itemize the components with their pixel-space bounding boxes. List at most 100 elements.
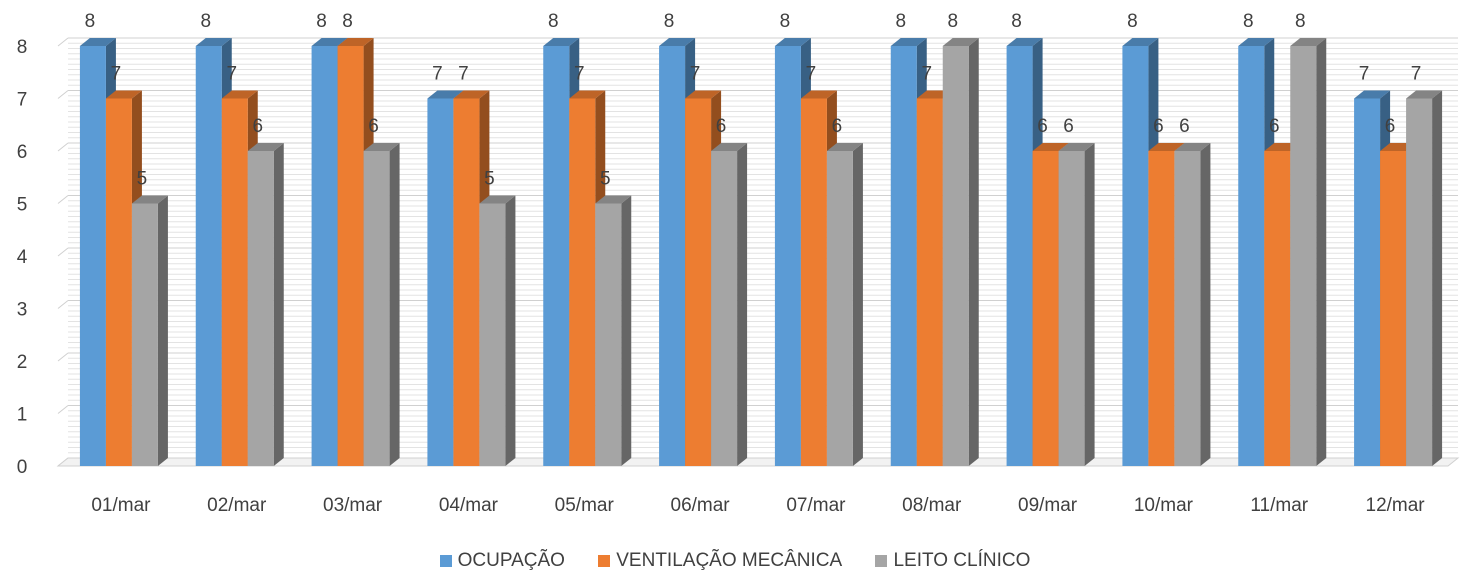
y-tick-label: 6 [17, 142, 28, 163]
bar [543, 46, 570, 466]
bar-side [1432, 90, 1443, 466]
legend-item-ventilacao: VENTILAÇÃO MECÂNICA [598, 550, 842, 572]
x-tick-label: 11/mar [1250, 495, 1308, 516]
data-label: 7 [1411, 64, 1422, 85]
bar-side [505, 195, 516, 466]
bar [363, 151, 390, 466]
data-label: 6 [1269, 116, 1280, 137]
bar [79, 46, 106, 466]
bar [942, 46, 969, 466]
bar-top [195, 38, 232, 46]
bar [1380, 151, 1407, 466]
data-label: 8 [200, 11, 211, 32]
data-label: 6 [368, 116, 379, 137]
bar-top [659, 38, 696, 46]
y-tick-label: 5 [17, 195, 28, 216]
bar-side [157, 195, 168, 466]
bar-top [1238, 38, 1275, 46]
data-label: 7 [921, 64, 932, 85]
data-label: 8 [1295, 11, 1306, 32]
data-label: 8 [895, 11, 906, 32]
data-label: 6 [1063, 116, 1074, 137]
bar [1148, 151, 1175, 466]
bar [195, 46, 222, 466]
y-tick-label: 3 [17, 300, 28, 321]
data-label: 7 [806, 64, 817, 85]
gridline-depth [57, 195, 69, 204]
bar-top [1406, 90, 1443, 99]
x-tick-label: 07/mar [786, 495, 846, 516]
bar-top [105, 90, 142, 99]
bar-top [479, 195, 516, 204]
bar-top [543, 38, 580, 46]
gridline-depth [57, 90, 69, 99]
bar-top [363, 143, 400, 151]
data-label: 7 [226, 64, 237, 85]
gridline-depth [57, 247, 69, 257]
data-label: 7 [690, 64, 701, 85]
bar-top [685, 90, 722, 99]
legend-item-ocupacao: OCUPAÇÃO [439, 550, 565, 572]
gridline-depth [57, 142, 69, 152]
x-tick-label: 01/mar [91, 495, 151, 516]
bar [453, 98, 480, 466]
data-label: 5 [137, 169, 148, 190]
bar-side [621, 195, 632, 466]
gridline-depth [57, 300, 69, 309]
bar [1264, 151, 1291, 466]
bar-top [890, 38, 927, 46]
y-tick-label: 4 [17, 247, 28, 268]
data-label: 8 [1243, 11, 1254, 32]
bar [1122, 46, 1149, 466]
gridline-depth [57, 405, 69, 414]
bar [1032, 151, 1059, 466]
bar-side [1084, 143, 1095, 466]
bar-top [1148, 143, 1185, 151]
gridline-depth [57, 352, 69, 362]
legend-swatch-ocupacao [439, 555, 452, 567]
legend-item-leito: LEITO CLÍNICO [875, 550, 1030, 572]
bar [711, 151, 738, 466]
x-tick-label: 06/mar [671, 495, 731, 516]
data-label: 6 [716, 116, 727, 137]
data-label: 7 [574, 64, 585, 85]
data-label: 8 [548, 11, 559, 32]
x-tick-label: 03/mar [323, 495, 383, 516]
data-label: 7 [432, 64, 443, 85]
bar-top [221, 90, 258, 99]
bar-top [337, 38, 374, 46]
bar [774, 46, 801, 466]
bar-top [800, 90, 837, 99]
bar [685, 98, 712, 466]
bar-top [1122, 38, 1159, 46]
bar-top [79, 38, 116, 46]
legend: OCUPAÇÃO VENTILAÇÃO MECÂNICA LEITO CLÍNI… [0, 550, 1470, 573]
bar [826, 151, 853, 466]
data-label: 8 [1127, 11, 1138, 32]
bar [337, 46, 364, 466]
x-tick-label: 12/mar [1366, 495, 1426, 516]
bar [1058, 151, 1085, 466]
data-label: 6 [252, 116, 263, 137]
data-label: 6 [1153, 116, 1164, 137]
bar [479, 203, 506, 466]
bar-top [1058, 143, 1095, 151]
data-label: 8 [342, 11, 353, 32]
bar-top [1006, 38, 1043, 46]
bar-top [1290, 38, 1327, 46]
bar-top [1174, 143, 1211, 151]
bar [131, 203, 158, 466]
bar [105, 98, 132, 466]
bar-top [453, 90, 490, 99]
legend-swatch-ventilacao [598, 555, 611, 567]
gridline-depth [57, 37, 69, 47]
data-label: 8 [316, 11, 327, 32]
bar-top [942, 38, 979, 46]
bar [659, 46, 686, 466]
data-label: 7 [458, 64, 469, 85]
y-tick-label: 1 [17, 405, 28, 426]
x-tick-label: 09/mar [1018, 495, 1078, 516]
bar-top [1354, 90, 1391, 99]
bar [1354, 98, 1381, 466]
